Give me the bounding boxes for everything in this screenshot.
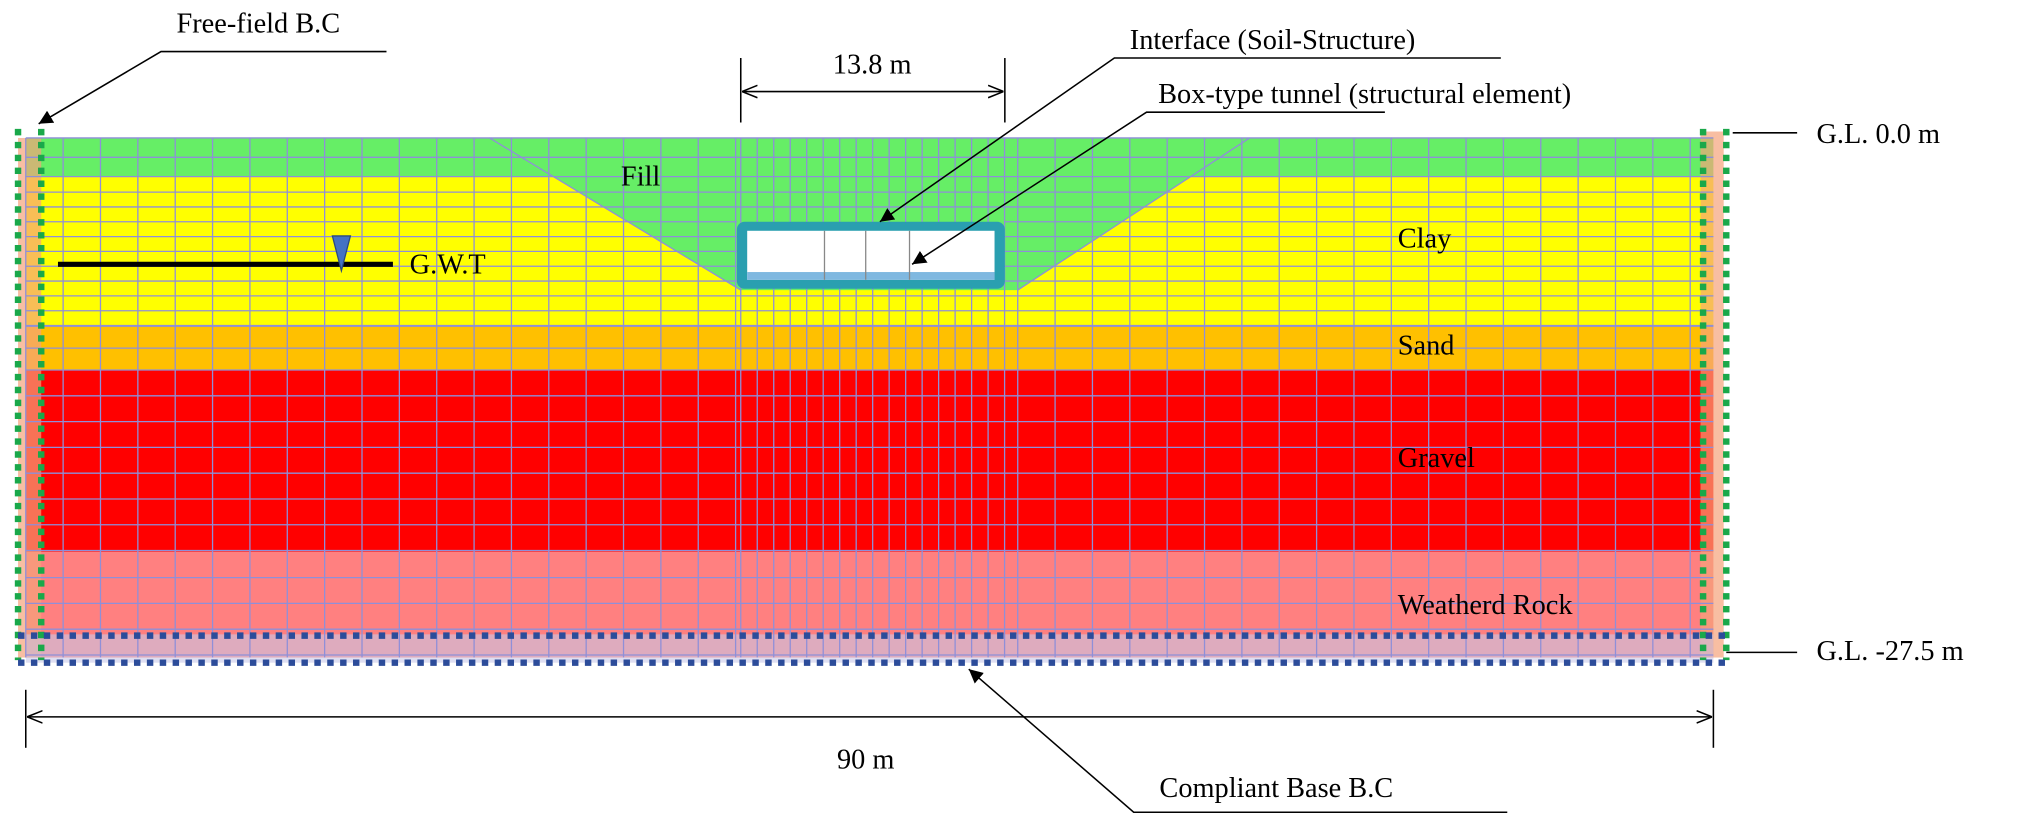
free-field-column — [18, 137, 42, 658]
layer-label: Sand — [1398, 331, 1455, 362]
dimension-label: 90 m — [837, 744, 894, 775]
annotation: Compliant Base B.C — [1159, 773, 1393, 804]
mesh-line — [489, 137, 742, 291]
layer-label: Gravel — [1398, 443, 1475, 474]
annotation: G.L. -27.5 m — [1816, 636, 1963, 667]
gravel-layer — [25, 370, 1714, 552]
mesh-line — [1017, 137, 1250, 291]
annotation: Free-field B.C — [176, 8, 340, 39]
base-strip — [25, 634, 1714, 663]
leader — [879, 57, 1501, 223]
tunnel-slab — [747, 272, 995, 280]
annotation: Box-type tunnel (structural element) — [1158, 79, 1571, 110]
layer-label: Clay — [1398, 224, 1452, 255]
mesh — [25, 137, 1714, 658]
leader — [911, 111, 1385, 265]
leader — [38, 50, 387, 125]
dimension-label: 13.8 m — [833, 50, 912, 81]
layer-label: Weatherd Rock — [1398, 590, 1574, 621]
annotation: G.L. 0.0 m — [1816, 119, 1940, 150]
annotation: Interface (Soil-Structure) — [1130, 25, 1416, 56]
layer-label: Fill — [621, 162, 660, 193]
leader — [968, 668, 1508, 814]
soil-layers — [18, 131, 1724, 663]
tunnel-box — [747, 230, 995, 280]
water-table-label: G.W.T — [410, 249, 486, 280]
water-table-symbol — [331, 235, 352, 274]
